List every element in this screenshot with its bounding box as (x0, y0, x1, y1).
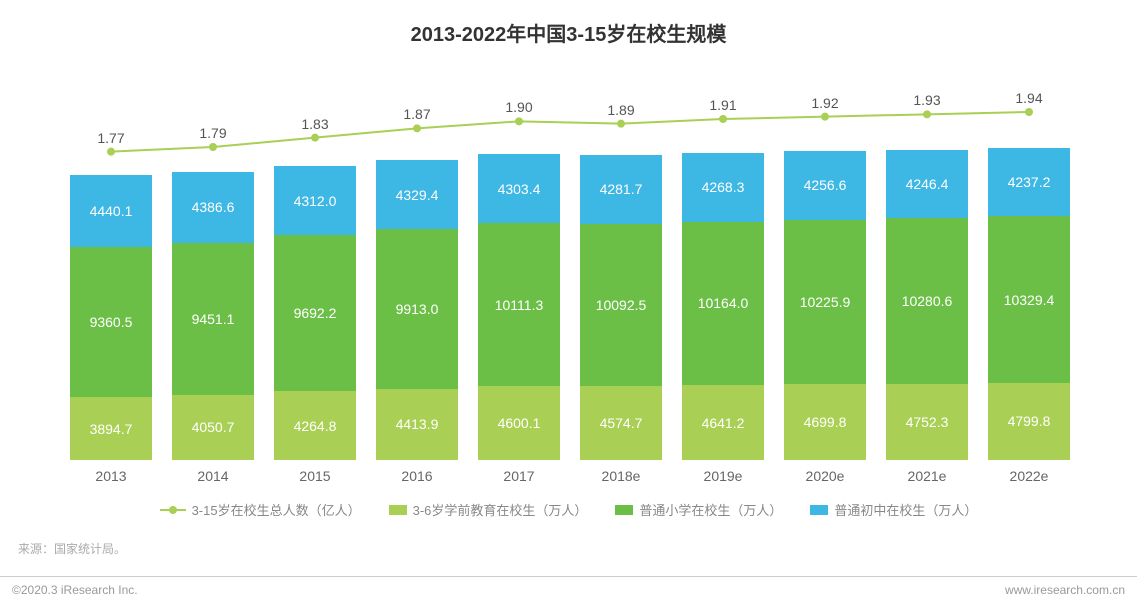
copyright-text: ©2020.3 iResearch Inc. (12, 583, 138, 597)
line-value-label: 1.89 (607, 102, 634, 118)
source-note: 来源：国家统计局。 (18, 540, 126, 557)
x-axis-label: 2018e (580, 468, 662, 484)
plot-area: 3894.79360.54440.14050.79451.14386.64264… (60, 80, 1080, 460)
line-marker (923, 110, 931, 118)
legend-label: 3-15岁在校生总人数（亿人） (192, 500, 361, 519)
x-axis-label: 2019e (682, 468, 764, 484)
line-value-label: 1.90 (505, 99, 532, 115)
footer: ©2020.3 iResearch Inc. www.iresearch.com… (0, 576, 1137, 603)
legend-item: 普通小学在校生（万人） (615, 500, 782, 519)
line-marker (209, 143, 217, 151)
legend-label: 普通小学在校生（万人） (639, 500, 782, 519)
line-marker (107, 148, 115, 156)
x-axis-label: 2013 (70, 468, 152, 484)
x-axis-label: 2021e (886, 468, 968, 484)
line-value-label: 1.77 (97, 130, 124, 146)
legend-label: 3-6岁学前教育在校生（万人） (413, 500, 588, 519)
x-axis-label: 2017 (478, 468, 560, 484)
x-axis-label: 2016 (376, 468, 458, 484)
legend-swatch-icon (615, 505, 633, 515)
line-value-label: 1.91 (709, 97, 736, 113)
chart-container: 2013-2022年中国3-15岁在校生规模 3894.79360.54440.… (0, 0, 1137, 603)
line-value-label: 1.92 (811, 95, 838, 111)
x-axis-labels: 2013 2014 2015 2016 2017 2018e 2019e 2020e 2021e… (60, 468, 1080, 484)
line-marker (311, 134, 319, 142)
legend-line-icon (160, 509, 186, 511)
line-value-label: 1.94 (1015, 90, 1042, 106)
legend-item: 3-6岁学前教育在校生（万人） (389, 500, 588, 519)
x-axis-label: 2020e (784, 468, 866, 484)
legend-swatch-icon (389, 505, 407, 515)
line-marker (413, 124, 421, 132)
legend: 3-15岁在校生总人数（亿人） 3-6岁学前教育在校生（万人） 普通小学在校生（万人… (0, 500, 1137, 519)
legend-label: 普通初中在校生（万人） (834, 500, 977, 519)
line-marker (515, 117, 523, 125)
line-marker (719, 115, 727, 123)
x-axis-label: 2014 (172, 468, 254, 484)
line-value-label: 1.83 (301, 116, 328, 132)
line-value-label: 1.79 (199, 125, 226, 141)
website-link: www.iresearch.com.cn (1005, 583, 1125, 597)
chart-title: 2013-2022年中国3-15岁在校生规模 (0, 0, 1137, 47)
line-marker (821, 113, 829, 121)
line-marker (1025, 108, 1033, 116)
line-value-label: 1.93 (913, 92, 940, 108)
line-marker (617, 120, 625, 128)
legend-item: 3-15岁在校生总人数（亿人） (160, 500, 361, 519)
trend-line (111, 112, 1029, 152)
legend-swatch-icon (810, 505, 828, 515)
legend-item: 普通初中在校生（万人） (810, 500, 977, 519)
x-axis-label: 2022e (988, 468, 1070, 484)
line-value-label: 1.87 (403, 106, 430, 122)
x-axis-label: 2015 (274, 468, 356, 484)
